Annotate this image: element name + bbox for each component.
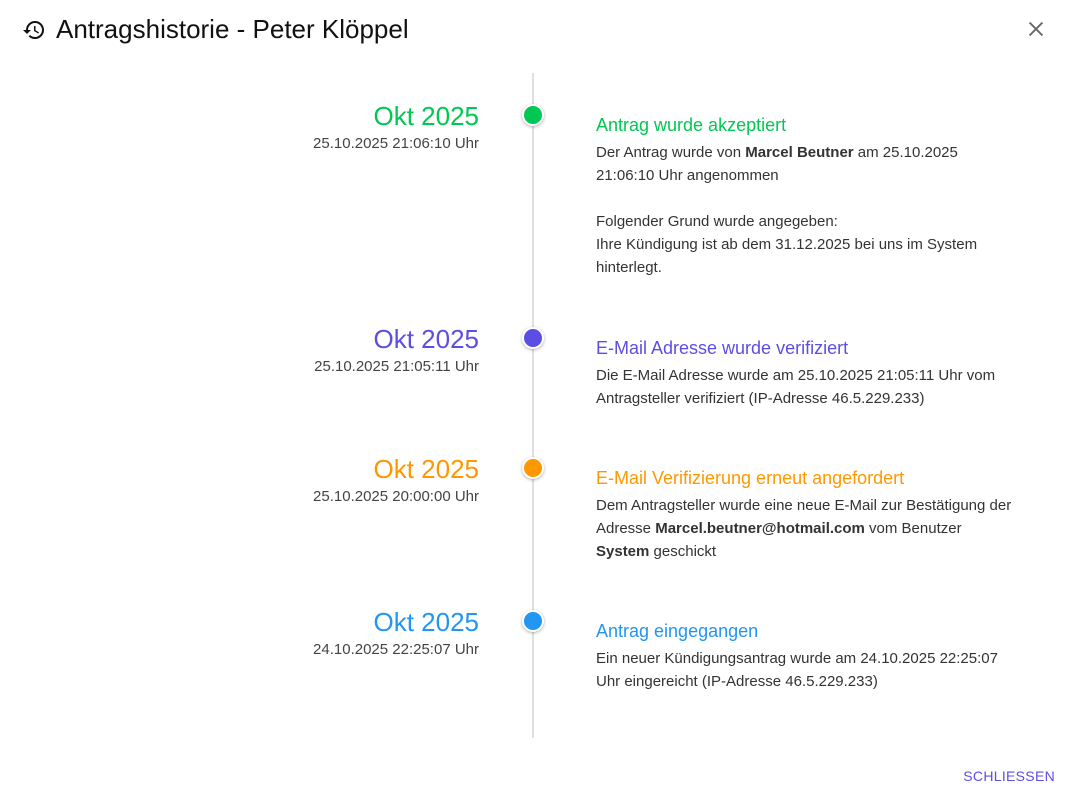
close-icon[interactable] [1025,18,1047,40]
bold-text: System [596,543,650,560]
text: geschickt [649,543,717,560]
event-title: Antrag wurde akzeptiert [596,115,787,135]
event-date: 25.10.2025 21:05:11 Uhr [314,358,479,375]
bold-text: Marcel Beutner [745,144,854,161]
event-content: Antrag wurde akzeptiert Der Antrag wurde… [596,114,1016,279]
event-content: E-Mail Adresse wurde verifiziert Die E-M… [596,337,1016,410]
text: Ihre Kündigung ist ab dem 31.12.2025 bei… [596,236,978,276]
dialog-title: Antragshistorie - Peter Klöppel [56,14,409,44]
close-button[interactable]: SCHLIESSEN [963,768,1055,784]
timeline-dot [522,610,544,632]
event-description: Ein neuer Kündigungsantrag wurde am 24.1… [596,647,1016,693]
event-month: Okt 2025 [373,607,479,637]
timeline-dot [522,457,544,479]
event-title: E-Mail Adresse wurde verifiziert [596,338,849,358]
bold-text: Marcel.beutner@hotmail.com [655,520,865,537]
event-paragraph: Die E-Mail Adresse wurde am 25.10.2025 2… [596,364,1016,410]
timeline-dot [522,327,544,349]
event-date: 25.10.2025 20:00:00 Uhr [313,488,479,505]
event-month: Okt 2025 [373,324,479,354]
event-paragraph: Folgender Grund wurde angegeben: Ihre Kün… [596,210,1016,279]
event-title: E-Mail Verifizierung erneut angefordert [596,468,905,488]
text: Die E-Mail Adresse wurde am 25.10.2025 2… [596,367,996,407]
text: Der Antrag wurde von [596,144,746,161]
text: Dem Antragsteller wurde eine neue E-Mail… [596,497,1012,537]
event-paragraph: Der Antrag wurde von Marcel Beutner am 2… [596,141,1016,187]
history-icon [23,20,44,39]
event-content: Antrag eingegangen Ein neuer Kündigungsa… [596,620,1016,693]
event-timestamp: Okt 2025 25.10.2025 21:06:10 Uhr [313,101,479,152]
event-month: Okt 2025 [373,454,479,484]
text: am 25.10.2025 21:06:10 Uhr angenommen [596,144,958,184]
event-paragraph: Dem Antragsteller wurde eine neue E-Mail… [596,494,1016,563]
event-title: Antrag eingegangen [596,621,759,641]
event-description: Dem Antragsteller wurde eine neue E-Mail… [596,494,1016,563]
event-month: Okt 2025 [373,101,479,131]
event-timestamp: Okt 2025 24.10.2025 22:25:07 Uhr [313,607,479,658]
text: Ein neuer Kündigungsantrag wurde am 24.1… [596,650,998,690]
event-date: 25.10.2025 21:06:10 Uhr [313,135,479,152]
text: Folgender Grund wurde angegeben: [596,213,838,230]
event-description: Der Antrag wurde von Marcel Beutner am 2… [596,141,1016,279]
event-description: Die E-Mail Adresse wurde am 25.10.2025 2… [596,364,1016,410]
timeline-dot [522,104,544,126]
event-timestamp: Okt 2025 25.10.2025 21:05:11 Uhr [314,324,479,375]
event-timestamp: Okt 2025 25.10.2025 20:00:00 Uhr [313,454,479,505]
event-paragraph: Ein neuer Kündigungsantrag wurde am 24.1… [596,647,1016,693]
event-date: 24.10.2025 22:25:07 Uhr [313,641,479,658]
event-content: E-Mail Verifizierung erneut angefordert … [596,467,1016,563]
timeline-line [532,73,534,738]
dialog-header: Antragshistorie - Peter Klöppel [22,14,409,45]
text: vom Benutzer [864,520,962,537]
